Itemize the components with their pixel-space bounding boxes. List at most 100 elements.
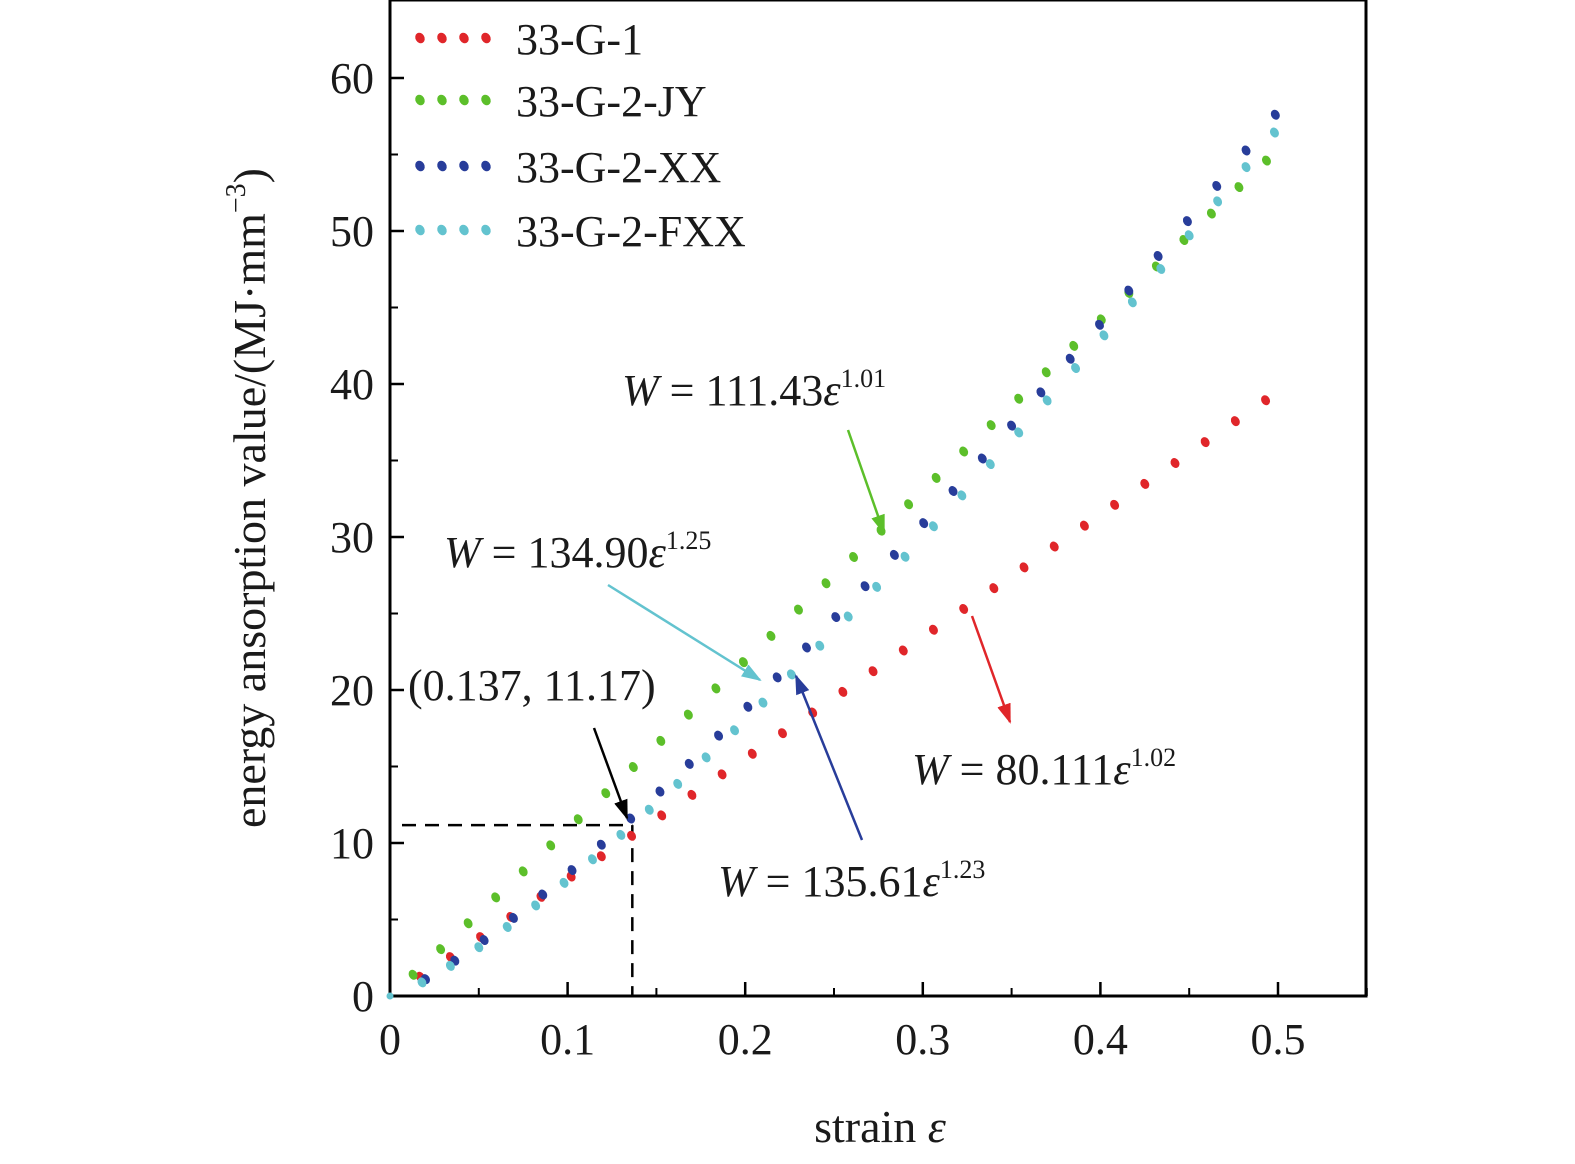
axis-ticks bbox=[388, 76, 1368, 998]
data-point bbox=[474, 942, 484, 953]
arrow-reference-point bbox=[592, 727, 629, 820]
data-point bbox=[518, 866, 528, 877]
data-point bbox=[546, 840, 556, 851]
data-point bbox=[1206, 208, 1216, 219]
data-point bbox=[573, 814, 583, 825]
y-tick-label: 20 bbox=[330, 666, 374, 715]
data-series bbox=[386, 109, 1280, 1000]
data-point bbox=[772, 672, 782, 683]
legend-marker bbox=[459, 160, 469, 172]
legend-marker bbox=[437, 224, 447, 236]
data-point bbox=[1049, 541, 1059, 552]
data-point bbox=[1065, 353, 1075, 364]
data-point bbox=[1270, 109, 1280, 120]
data-point bbox=[683, 709, 693, 720]
data-point bbox=[931, 472, 941, 483]
data-point bbox=[743, 701, 753, 712]
data-point bbox=[794, 604, 803, 615]
data-point bbox=[601, 788, 611, 799]
data-point bbox=[849, 551, 859, 562]
data-point bbox=[656, 735, 666, 746]
y-tick-label: 50 bbox=[330, 207, 374, 256]
data-point bbox=[868, 666, 878, 677]
data-point bbox=[1156, 263, 1166, 274]
data-point bbox=[778, 728, 787, 739]
data-point bbox=[786, 669, 796, 680]
data-point bbox=[1153, 251, 1163, 261]
reference-dashed-lines bbox=[402, 823, 634, 996]
data-point bbox=[898, 645, 908, 656]
legend-marker bbox=[459, 224, 469, 236]
data-point bbox=[1261, 395, 1271, 406]
y-tick-label: 40 bbox=[330, 360, 374, 409]
legend-marker bbox=[415, 32, 425, 44]
data-point bbox=[1170, 458, 1180, 468]
data-point bbox=[1019, 562, 1029, 573]
legend: 33-G-1 33-G-2-JY 33-G-2-XX 33-G-2-FXX bbox=[415, 15, 746, 256]
reference-point-label: (0.137, 11.17) bbox=[408, 661, 656, 710]
data-point bbox=[531, 900, 541, 911]
data-point bbox=[1127, 297, 1137, 308]
data-point bbox=[587, 854, 597, 865]
data-point bbox=[1213, 196, 1223, 207]
data-point bbox=[673, 778, 683, 789]
legend-marker bbox=[459, 32, 469, 44]
data-point bbox=[1182, 216, 1192, 227]
data-point bbox=[408, 969, 418, 980]
legend-marker bbox=[481, 32, 491, 44]
data-point bbox=[1099, 330, 1109, 341]
data-point bbox=[985, 459, 995, 470]
annotation-g1: W = 80.111ε1.02 bbox=[912, 743, 1176, 794]
legend-marker bbox=[459, 94, 469, 106]
legend-marker bbox=[437, 160, 447, 172]
data-point bbox=[463, 918, 473, 929]
data-point bbox=[491, 892, 501, 903]
legend-marker bbox=[415, 160, 425, 172]
legend-label: 33-G-2-FXX bbox=[516, 207, 746, 256]
data-point bbox=[986, 420, 996, 431]
x-axis-title: strain ε bbox=[814, 1101, 947, 1152]
legend-marker bbox=[415, 94, 425, 106]
data-point bbox=[1269, 127, 1279, 138]
data-point bbox=[959, 603, 969, 614]
legend-marker bbox=[481, 160, 491, 172]
data-point bbox=[1212, 180, 1222, 191]
data-point bbox=[1241, 145, 1251, 156]
data-point bbox=[596, 851, 606, 862]
x-tick-label: 0.3 bbox=[895, 1015, 950, 1064]
arrow-jy bbox=[846, 429, 886, 535]
legend-label: 33-G-1 bbox=[516, 15, 643, 64]
data-point bbox=[502, 921, 512, 932]
data-point bbox=[758, 697, 768, 708]
data-point bbox=[1241, 162, 1251, 173]
data-point bbox=[860, 581, 870, 592]
plot-frame bbox=[388, 0, 1368, 998]
data-point bbox=[508, 912, 518, 923]
series-33-G-2-XX bbox=[421, 109, 1280, 985]
arrow-g1 bbox=[970, 615, 1012, 724]
data-point bbox=[977, 453, 987, 464]
annotation-xx: W = 135.61ε1.23 bbox=[718, 855, 985, 906]
x-tick-label: 0 bbox=[379, 1015, 401, 1064]
arrow-fxx bbox=[607, 583, 762, 682]
data-point bbox=[900, 551, 910, 562]
data-point bbox=[657, 810, 667, 821]
x-tick-label: 0.4 bbox=[1073, 1015, 1128, 1064]
data-point bbox=[628, 762, 638, 772]
data-point bbox=[843, 611, 853, 622]
data-point bbox=[538, 889, 548, 900]
y-tick-label: 10 bbox=[330, 819, 374, 868]
data-point bbox=[436, 944, 446, 955]
legend-marker bbox=[415, 224, 425, 236]
data-point bbox=[815, 640, 825, 651]
data-point bbox=[559, 877, 569, 888]
data-point bbox=[644, 804, 654, 815]
x-tick-label: 0.5 bbox=[1251, 1015, 1306, 1064]
data-point bbox=[730, 725, 740, 736]
y-tick-label: 30 bbox=[330, 513, 374, 562]
data-point bbox=[1042, 395, 1052, 406]
data-point bbox=[919, 518, 929, 529]
x-tick-label: 0.2 bbox=[718, 1015, 773, 1064]
